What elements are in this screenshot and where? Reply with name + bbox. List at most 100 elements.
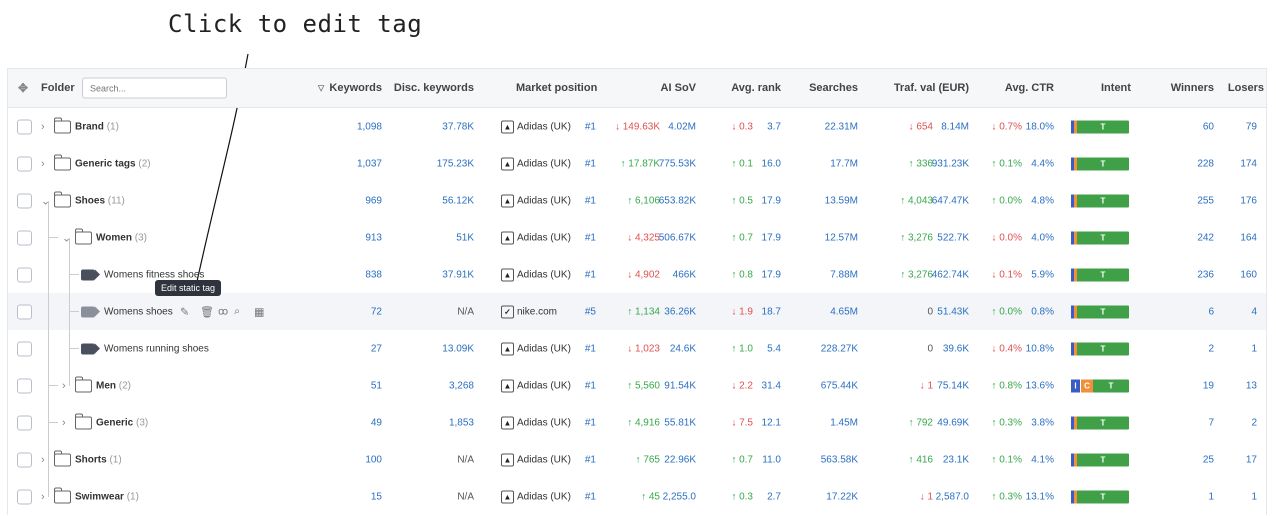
- keywords-value[interactable]: 1,098: [356, 121, 382, 132]
- chevron-down-icon[interactable]: ⌄: [62, 232, 72, 244]
- col-avg-rank[interactable]: Avg. rank: [731, 82, 781, 94]
- row-name[interactable]: Shorts (1): [75, 454, 122, 465]
- keywords-value[interactable]: 27: [370, 343, 382, 354]
- row-name[interactable]: Womens running shoes: [104, 343, 209, 354]
- losers-value[interactable]: 4: [1251, 306, 1257, 317]
- row-checkbox[interactable]: [17, 230, 32, 245]
- disc-keywords-value[interactable]: 37.91K: [442, 269, 474, 280]
- chevron-right-icon[interactable]: ›: [62, 416, 66, 429]
- row-checkbox[interactable]: [17, 304, 32, 319]
- keywords-value[interactable]: 1,037: [356, 158, 382, 169]
- disc-keywords-value[interactable]: N/A: [457, 306, 474, 317]
- row-name[interactable]: Womens shoes: [104, 306, 173, 317]
- edit-icon[interactable]: ✎: [180, 306, 190, 318]
- intent-bar[interactable]: T: [1071, 342, 1129, 355]
- col-searches[interactable]: Searches: [809, 82, 858, 94]
- intent-bar[interactable]: T: [1071, 416, 1129, 429]
- winners-value[interactable]: 7: [1208, 417, 1214, 428]
- intent-bar[interactable]: T: [1071, 268, 1129, 281]
- disc-keywords-value[interactable]: 175.23K: [436, 158, 474, 169]
- row-checkbox[interactable]: [17, 341, 32, 356]
- row-name[interactable]: Generic (3): [96, 417, 149, 428]
- keywords-value[interactable]: 838: [365, 269, 382, 280]
- grid-icon[interactable]: ▦: [254, 306, 265, 318]
- col-keywords[interactable]: Keywords: [329, 82, 382, 94]
- losers-value[interactable]: 2: [1251, 417, 1257, 428]
- row-checkbox[interactable]: [17, 378, 32, 393]
- chevron-right-icon[interactable]: ›: [62, 379, 66, 392]
- keywords-value[interactable]: 969: [365, 195, 382, 206]
- table-row[interactable]: › Shorts (1) 100 N/A ▲ Adidas (UK) #1 ↑ 765 22.9…: [8, 441, 1266, 478]
- keywords-value[interactable]: 51: [370, 380, 382, 391]
- row-checkbox[interactable]: [17, 452, 32, 467]
- row-name[interactable]: Generic tags (2): [75, 158, 151, 169]
- losers-value[interactable]: 1: [1251, 491, 1257, 502]
- sort-asc-icon[interactable]: ▽: [318, 83, 325, 93]
- disc-keywords-value[interactable]: N/A: [457, 491, 474, 502]
- table-row[interactable]: Womens shoes ✎ 🗑 ꝏ ⌕ ▦ Edit static tag 72 N/A ✓ ni…: [8, 280, 1266, 330]
- col-disc-keywords[interactable]: Disc. keywords: [393, 82, 474, 94]
- trash-icon[interactable]: 🗑: [200, 306, 214, 318]
- intent-bar[interactable]: T: [1071, 120, 1129, 133]
- losers-value[interactable]: 160: [1240, 269, 1257, 280]
- binoculars-icon[interactable]: ꝏ: [218, 306, 229, 317]
- row-name[interactable]: Brand (1): [75, 121, 119, 132]
- winners-value[interactable]: 228: [1197, 158, 1214, 169]
- disc-keywords-value[interactable]: N/A: [457, 454, 474, 465]
- chevron-right-icon[interactable]: ›: [41, 157, 45, 170]
- col-losers[interactable]: Losers: [1227, 82, 1264, 94]
- table-row[interactable]: › Brand (1) 1,098 37.78K ▲ Adidas (UK) #1 ↓ 149…: [8, 108, 1266, 145]
- table-row[interactable]: › Generic (3) 49 1,853 ▲ Adidas (UK) #1 ↑ 4,916…: [8, 404, 1266, 441]
- keywords-value[interactable]: 15: [370, 491, 382, 502]
- chevron-right-icon[interactable]: ›: [41, 120, 45, 133]
- winners-value[interactable]: 60: [1202, 121, 1214, 132]
- disc-keywords-value[interactable]: 3,268: [448, 380, 474, 391]
- chevron-down-icon[interactable]: ⌄: [41, 195, 51, 207]
- intent-bar[interactable]: T: [1071, 490, 1129, 503]
- winners-value[interactable]: 19: [1202, 380, 1214, 391]
- chevron-right-icon[interactable]: ›: [41, 453, 45, 466]
- col-ai-sov[interactable]: AI SoV: [660, 82, 696, 94]
- winners-value[interactable]: 6: [1208, 306, 1214, 317]
- winners-value[interactable]: 255: [1197, 195, 1214, 206]
- disc-keywords-value[interactable]: 13.09K: [442, 343, 474, 354]
- col-intent[interactable]: Intent: [1101, 82, 1131, 94]
- row-checkbox[interactable]: [17, 119, 32, 134]
- disc-keywords-value[interactable]: 56.12K: [442, 195, 474, 206]
- row-name[interactable]: Women (3): [96, 232, 147, 243]
- losers-value[interactable]: 176: [1240, 195, 1257, 206]
- row-checkbox[interactable]: [17, 267, 32, 282]
- keywords-value[interactable]: 72: [370, 306, 382, 317]
- row-checkbox[interactable]: [17, 193, 32, 208]
- row-name[interactable]: Swimwear (1): [75, 491, 139, 502]
- chevron-right-icon[interactable]: ›: [41, 490, 45, 503]
- intent-bar[interactable]: T: [1071, 453, 1129, 466]
- row-checkbox[interactable]: [17, 489, 32, 504]
- disc-keywords-value[interactable]: 37.78K: [442, 121, 474, 132]
- winners-value[interactable]: 236: [1197, 269, 1214, 280]
- table-row[interactable]: Womens fitness shoes 838 37.91K ▲ Adidas (UK…: [8, 256, 1266, 293]
- losers-value[interactable]: 164: [1240, 232, 1257, 243]
- row-checkbox[interactable]: [17, 415, 32, 430]
- table-row[interactable]: ⌄ Women (3) 913 51K ▲ Adidas (UK) #1 ↓ 4,325 506…: [8, 219, 1266, 256]
- disc-keywords-value[interactable]: 51K: [456, 232, 474, 243]
- keywords-value[interactable]: 100: [365, 454, 382, 465]
- winners-value[interactable]: 25: [1202, 454, 1214, 465]
- row-name[interactable]: Men (2): [96, 380, 132, 391]
- losers-value[interactable]: 174: [1240, 158, 1257, 169]
- intent-bar[interactable]: T: [1071, 231, 1129, 244]
- winners-value[interactable]: 2: [1208, 343, 1214, 354]
- intent-bar[interactable]: T: [1071, 194, 1129, 207]
- row-name[interactable]: Womens fitness shoes: [104, 269, 205, 280]
- keywords-value[interactable]: 49: [370, 417, 382, 428]
- table-row[interactable]: › Swimwear (1) 15 N/A ▲ Adidas (UK) #1 ↑ 45 2,25…: [8, 478, 1266, 515]
- col-winners[interactable]: Winners: [1170, 82, 1214, 94]
- table-row[interactable]: Womens running shoes 27 13.09K ▲ Adidas (UK)…: [8, 330, 1266, 367]
- row-checkbox[interactable]: [17, 156, 32, 171]
- table-row[interactable]: › Generic tags (2) 1,037 175.23K ▲ Adidas (UK…: [8, 145, 1266, 182]
- losers-value[interactable]: 1: [1251, 343, 1257, 354]
- losers-value[interactable]: 13: [1245, 380, 1257, 391]
- losers-value[interactable]: 79: [1245, 121, 1257, 132]
- folder-search-input[interactable]: [82, 77, 227, 99]
- disc-keywords-value[interactable]: 1,853: [448, 417, 474, 428]
